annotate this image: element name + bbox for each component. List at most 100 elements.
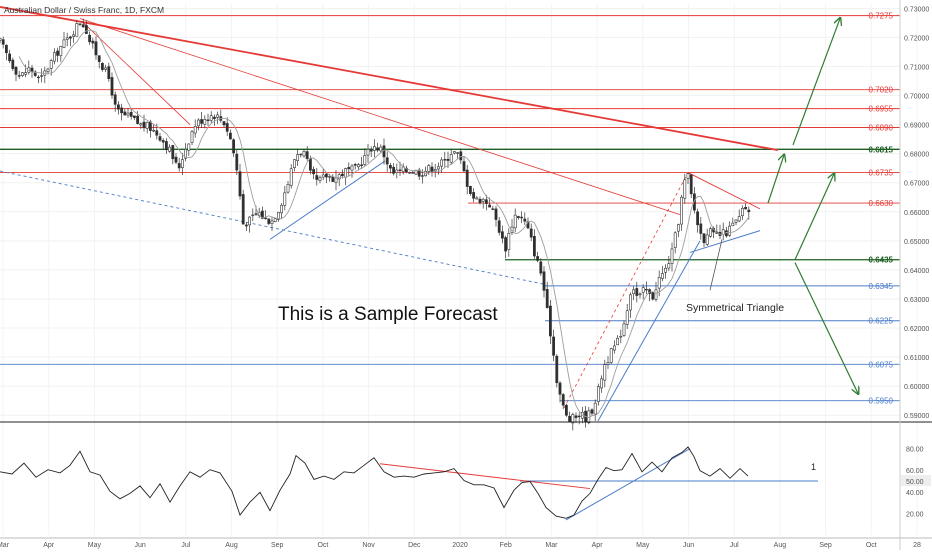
dashed-red-channel xyxy=(563,172,689,409)
candle-body xyxy=(283,192,287,206)
candle-body xyxy=(638,293,642,296)
candle-body xyxy=(529,228,533,238)
candle-body xyxy=(264,217,268,220)
candle-body xyxy=(600,378,604,389)
candle-body xyxy=(171,145,175,160)
candle-body xyxy=(696,211,700,226)
candle-body xyxy=(612,345,616,351)
candle-body xyxy=(558,382,562,395)
rsi-marker-label: 1 xyxy=(811,462,816,472)
candle-body xyxy=(737,216,741,222)
candle-body xyxy=(52,52,56,62)
time-tick-label: 28 xyxy=(913,542,921,549)
candle-body xyxy=(222,121,226,126)
candle-body xyxy=(628,294,632,311)
candle-body xyxy=(702,233,706,244)
candle-body xyxy=(241,194,245,225)
candle-body xyxy=(149,121,152,131)
candle-body xyxy=(203,119,207,125)
arrow-to-6815 xyxy=(767,155,784,204)
candle-body xyxy=(117,104,120,110)
candle-body xyxy=(305,151,309,159)
candle-body xyxy=(686,173,690,179)
candle-body xyxy=(5,44,8,54)
candle-body xyxy=(139,123,143,126)
level-label: 0.7020 xyxy=(869,86,894,95)
candle-body xyxy=(299,153,303,156)
candle-body xyxy=(312,169,316,175)
candle-body xyxy=(500,231,504,239)
candle-body xyxy=(248,216,252,226)
candle-body xyxy=(481,198,485,202)
candle-body xyxy=(664,267,668,273)
price-tick-label: 0.62000 xyxy=(904,326,929,333)
rsi-tick-label: 20.00 xyxy=(906,511,924,518)
candle-body xyxy=(705,234,709,245)
time-tick-label: Jul xyxy=(730,542,739,549)
time-tick-label: Mar xyxy=(0,542,10,549)
price-tick-label: 0.66000 xyxy=(904,210,929,217)
level-label: 0.6345 xyxy=(869,282,894,291)
candle-body xyxy=(520,216,524,219)
candle-body xyxy=(254,213,258,215)
time-tick-label: Apr xyxy=(43,542,55,549)
candle-body xyxy=(120,107,124,114)
candle-body xyxy=(72,34,76,37)
candle-body xyxy=(683,179,687,199)
candle-body xyxy=(456,152,460,154)
price-tick-label: 0.59000 xyxy=(904,413,929,420)
price-tick-label: 0.68000 xyxy=(904,152,929,159)
forecast-arrows xyxy=(767,19,858,394)
candle-body xyxy=(708,228,712,237)
candle-body xyxy=(532,236,536,257)
secondary-down-trendline xyxy=(79,18,681,216)
candle-body xyxy=(245,224,248,227)
candle-body xyxy=(651,291,655,300)
time-tick-label: 2020 xyxy=(452,542,468,549)
rsi-divergence-red xyxy=(379,463,591,490)
candle-body xyxy=(561,394,565,406)
candle-body xyxy=(548,305,552,337)
candle-body xyxy=(85,25,88,34)
candle-body xyxy=(161,140,165,143)
candle-body xyxy=(516,216,520,218)
candle-body xyxy=(165,141,168,151)
candle-body xyxy=(46,68,50,72)
blue-uptrend-2019 xyxy=(269,160,386,240)
candle-body xyxy=(340,173,344,176)
candle-body xyxy=(398,169,402,171)
symmetrical-triangle-label: Symmetrical Triangle xyxy=(686,302,784,314)
candle-body xyxy=(494,208,498,220)
level-label: 0.6435 xyxy=(869,256,894,265)
level-label: 0.5950 xyxy=(869,397,894,406)
candle-body xyxy=(328,176,332,178)
candle-body xyxy=(49,60,53,69)
time-tick-label: Sep xyxy=(819,542,832,549)
blue-uptrend-2020 xyxy=(597,240,701,422)
candle-body xyxy=(193,126,197,134)
candle-body xyxy=(321,174,325,178)
candle-body xyxy=(392,166,396,174)
candle-body xyxy=(734,219,738,223)
candle-body xyxy=(347,167,351,170)
candle-body xyxy=(539,261,543,274)
candle-body xyxy=(315,175,319,180)
candle-body xyxy=(91,40,95,44)
candle-body xyxy=(443,159,447,161)
candle-body xyxy=(616,337,620,346)
candle-body xyxy=(123,111,127,116)
candle-body xyxy=(369,149,373,152)
candle-body xyxy=(619,335,623,338)
candle-body xyxy=(603,364,607,381)
time-tick-label: May xyxy=(88,542,102,549)
candle-body xyxy=(8,53,12,62)
candle-body xyxy=(337,174,341,180)
candle-body xyxy=(404,167,408,172)
level-label: 0.6815 xyxy=(869,145,894,154)
candle-body xyxy=(363,155,367,165)
candle-body xyxy=(152,129,156,132)
candle-body xyxy=(574,415,578,418)
candle-body xyxy=(270,220,274,224)
